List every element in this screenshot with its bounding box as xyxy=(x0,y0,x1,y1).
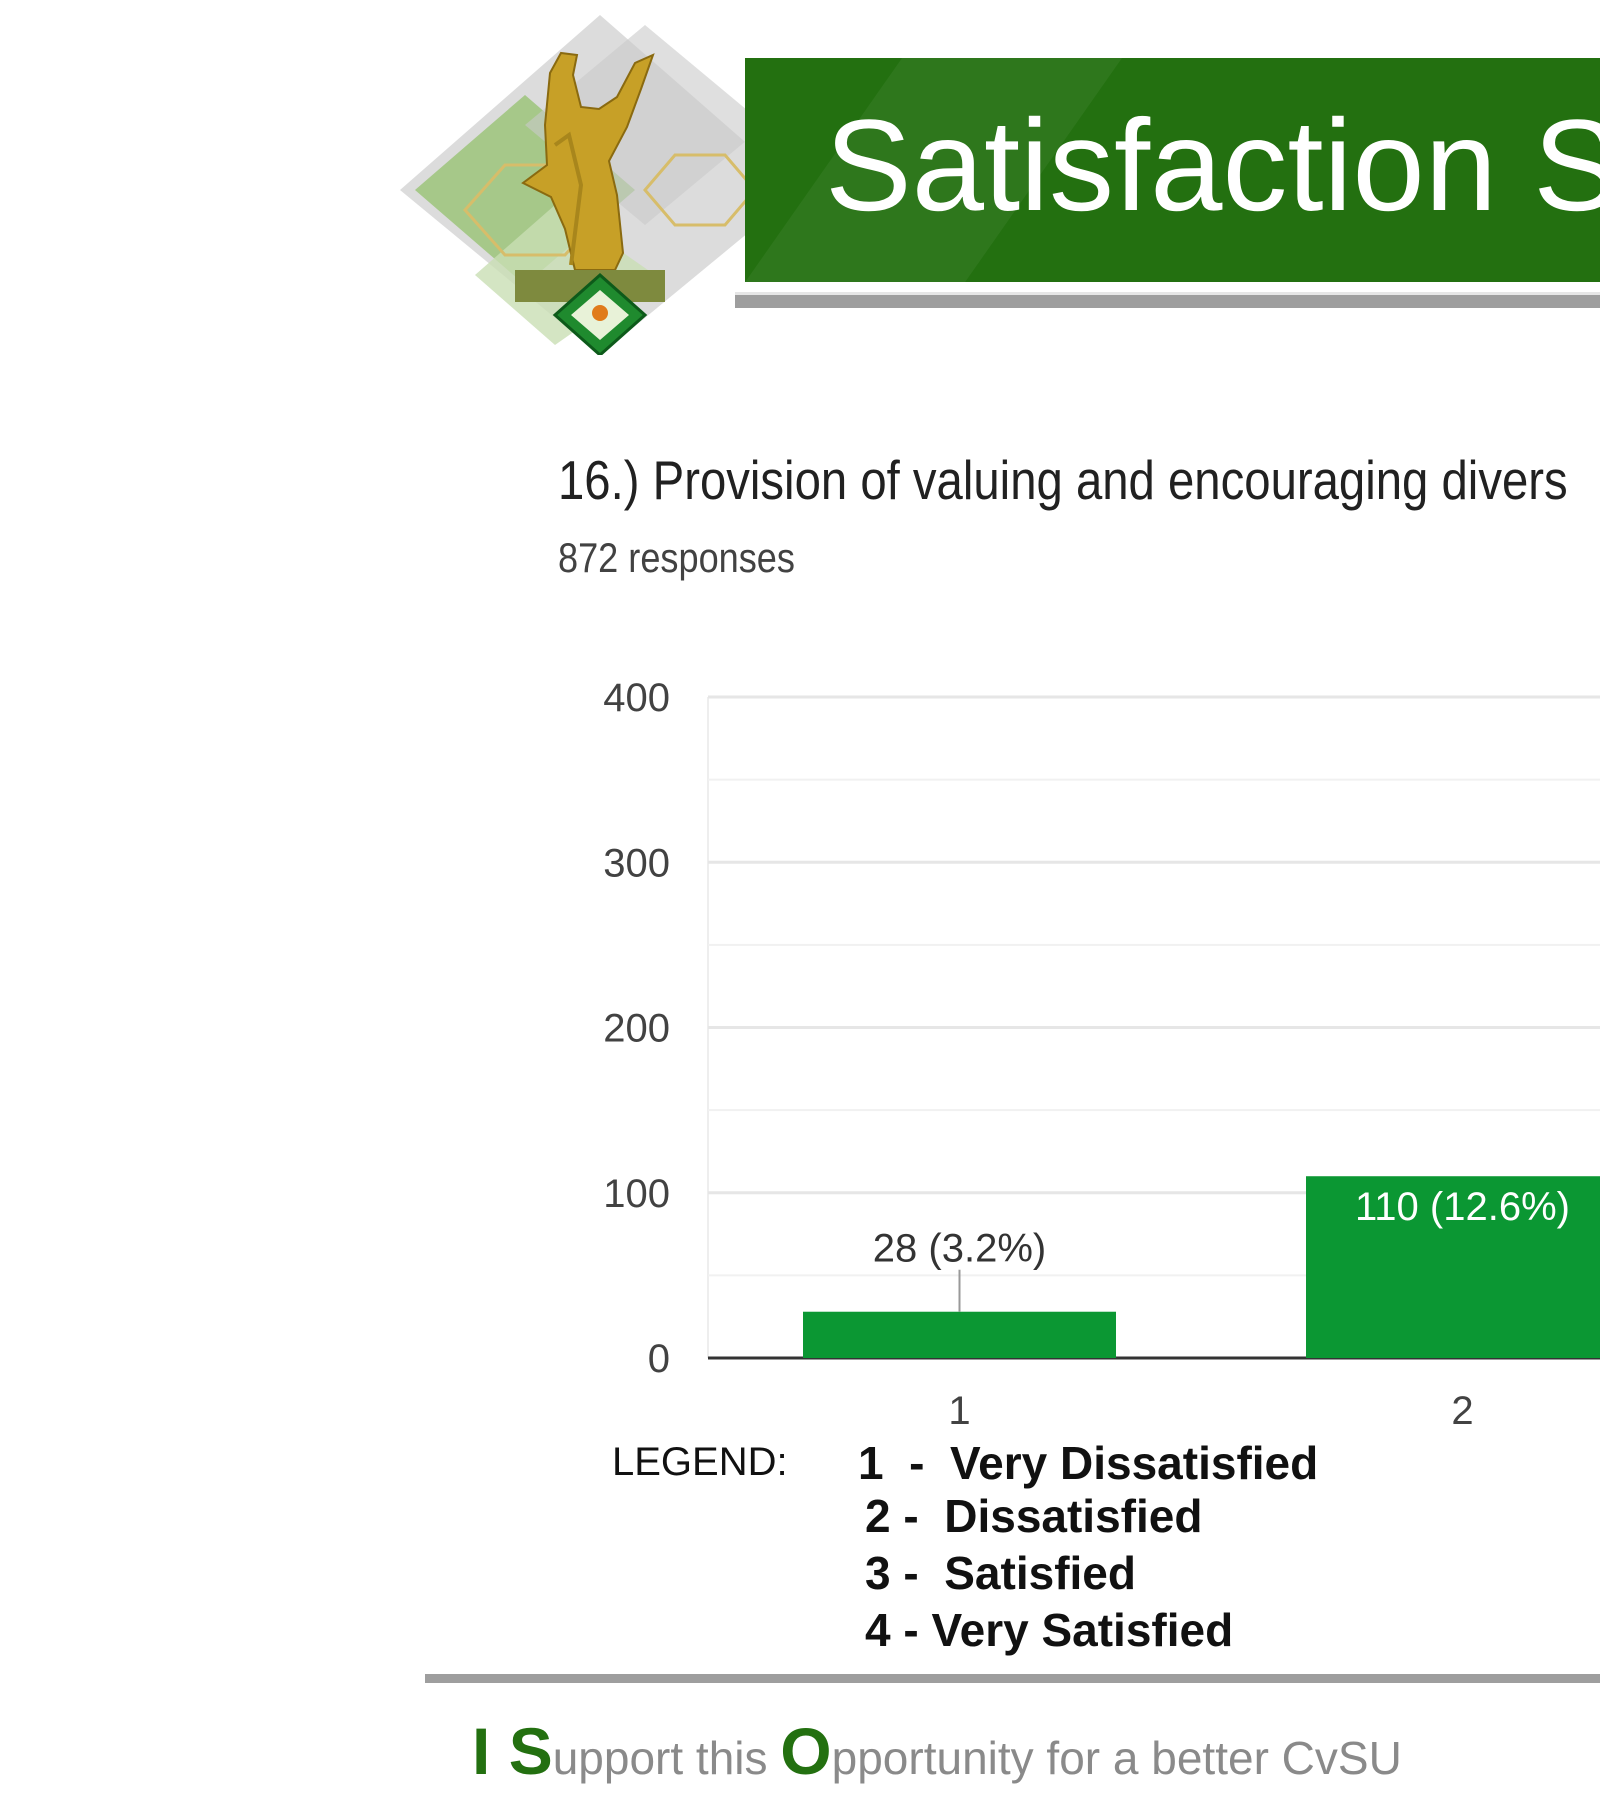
y-tick-label: 300 xyxy=(603,841,670,885)
y-tick-label: 200 xyxy=(603,1007,670,1051)
legend-item-very-satisfied: 4 - Very Satisfied xyxy=(865,1604,1234,1656)
y-tick-label: 0 xyxy=(648,1337,670,1381)
legend-label: LEGEND: xyxy=(612,1440,788,1484)
legend-item-satisfied: 3 - Satisfied xyxy=(865,1547,1136,1599)
title-banner: Satisfaction S xyxy=(745,58,1600,282)
bar xyxy=(1306,1176,1600,1358)
banner-underline xyxy=(735,292,1600,308)
chart-bars: 28 (3.2%) 1 110 (12.6%) 2 xyxy=(803,1176,1600,1433)
legend-item-very-dissatisfied: 1 - Very Dissatisfied xyxy=(858,1437,1319,1489)
university-logo xyxy=(400,15,800,355)
slogan-letter-i: I xyxy=(472,1714,509,1788)
chart-grid xyxy=(707,695,1600,1360)
data-label: 28 (3.2%) xyxy=(873,1227,1046,1271)
responses-count: 872 responses xyxy=(558,534,795,581)
slogan-text-2: pportunity for a better CvSU xyxy=(831,1732,1402,1784)
data-label: 110 (12.6%) xyxy=(1355,1185,1570,1229)
slogan-letter-s: S xyxy=(508,1714,553,1788)
footer-slogan: I Support this Opportunity for a better … xyxy=(472,1713,1402,1789)
x-tick-label: 1 xyxy=(948,1389,970,1433)
question-title: 16.) Provision of valuing and encouragin… xyxy=(558,449,1568,511)
y-tick-label: 100 xyxy=(603,1172,670,1216)
y-axis-ticks: 0 100 200 300 400 xyxy=(603,676,670,1381)
x-tick-label: 2 xyxy=(1451,1389,1473,1433)
legend-item-dissatisfied: 2 - Dissatisfied xyxy=(865,1490,1203,1542)
slogan-letter-o: O xyxy=(780,1714,832,1788)
bar xyxy=(803,1311,1116,1358)
page-title: Satisfaction S xyxy=(825,92,1600,238)
bar-chart: 0 100 200 300 400 28 (3.2%) 1 110 (12.6%) 2 xyxy=(603,676,1600,1433)
footer-divider xyxy=(425,1674,1600,1683)
y-tick-label: 400 xyxy=(603,676,670,720)
slogan-text-1: upport this xyxy=(552,1732,781,1784)
